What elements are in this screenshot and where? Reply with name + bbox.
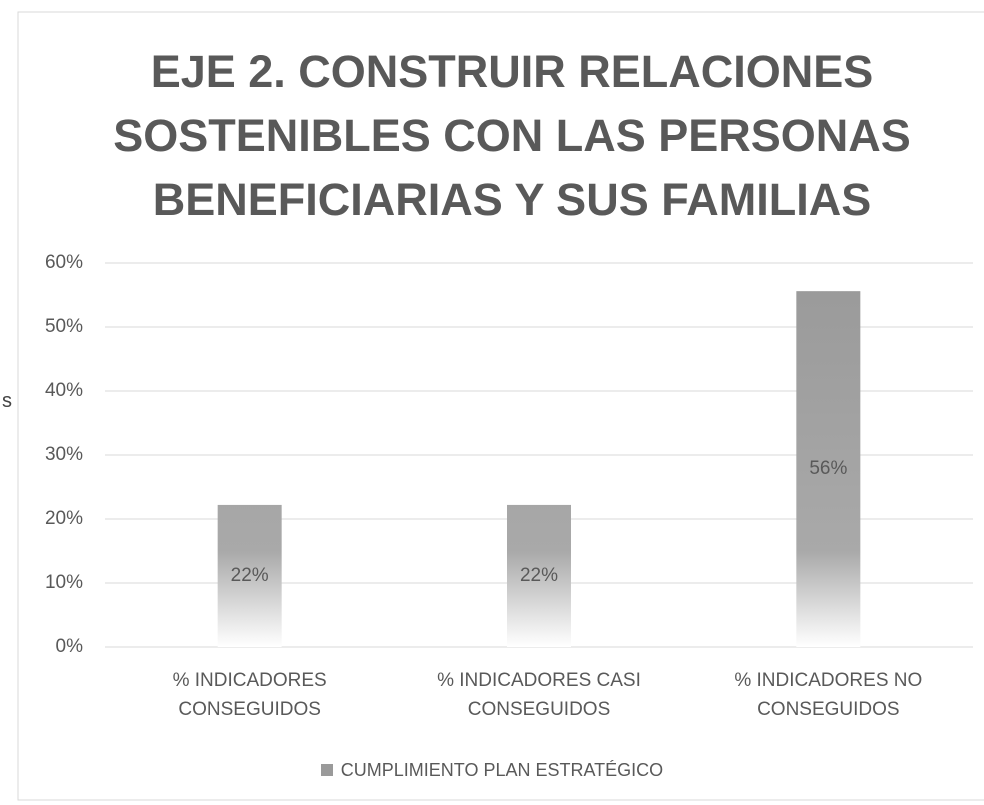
y-tick-label: 60% — [45, 252, 83, 273]
y-tick-label: 10% — [45, 572, 83, 593]
legend: CUMPLIMIENTO PLAN ESTRATÉGICO — [0, 760, 984, 781]
x-tick-label: % INDICADORES NO CONSEGUIDOS — [734, 670, 923, 720]
x-tick-label: % INDICADORES CONSEGUIDOS — [172, 670, 327, 720]
side-text: s — [2, 390, 12, 412]
y-tick-label: 30% — [45, 444, 83, 465]
y-tick-label: 20% — [45, 508, 83, 529]
value-label: 56% — [809, 458, 847, 479]
bar — [507, 504, 571, 647]
y-tick-label: 40% — [45, 380, 83, 401]
y-tick-label: 50% — [45, 316, 83, 337]
bar — [217, 504, 282, 647]
value-label: 22% — [231, 565, 269, 586]
bar — [796, 291, 861, 647]
x-tick-label: % INDICADORES CASI CONSEGUIDOS — [437, 670, 641, 720]
y-tick-label: 0% — [56, 636, 84, 657]
legend-swatch — [320, 764, 333, 776]
value-label: 22% — [520, 565, 558, 586]
chart-title: EJE 2. CONSTRUIR RELACIONES SOSTENIBLES … — [113, 46, 911, 225]
legend-label: CUMPLIMIENTO PLAN ESTRATÉGICO — [340, 760, 664, 780]
